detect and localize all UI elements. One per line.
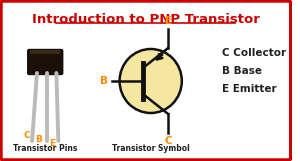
Text: Introduction to PNP Transistor: Introduction to PNP Transistor bbox=[32, 13, 260, 26]
Text: E: E bbox=[165, 16, 172, 26]
Text: E Emitter: E Emitter bbox=[222, 84, 276, 94]
Circle shape bbox=[120, 49, 182, 113]
Text: B Base: B Base bbox=[222, 66, 262, 76]
Text: B: B bbox=[100, 76, 108, 86]
Text: C Collector: C Collector bbox=[222, 48, 286, 58]
Text: C: C bbox=[24, 131, 31, 139]
Text: B: B bbox=[35, 134, 42, 143]
Text: C: C bbox=[164, 136, 172, 146]
Text: E: E bbox=[50, 138, 56, 147]
Text: Transistor Pins: Transistor Pins bbox=[13, 144, 77, 153]
FancyBboxPatch shape bbox=[28, 49, 63, 75]
Text: Transistor Symbol: Transistor Symbol bbox=[112, 144, 190, 153]
Bar bbox=[30, 50, 60, 54]
FancyBboxPatch shape bbox=[1, 1, 291, 160]
